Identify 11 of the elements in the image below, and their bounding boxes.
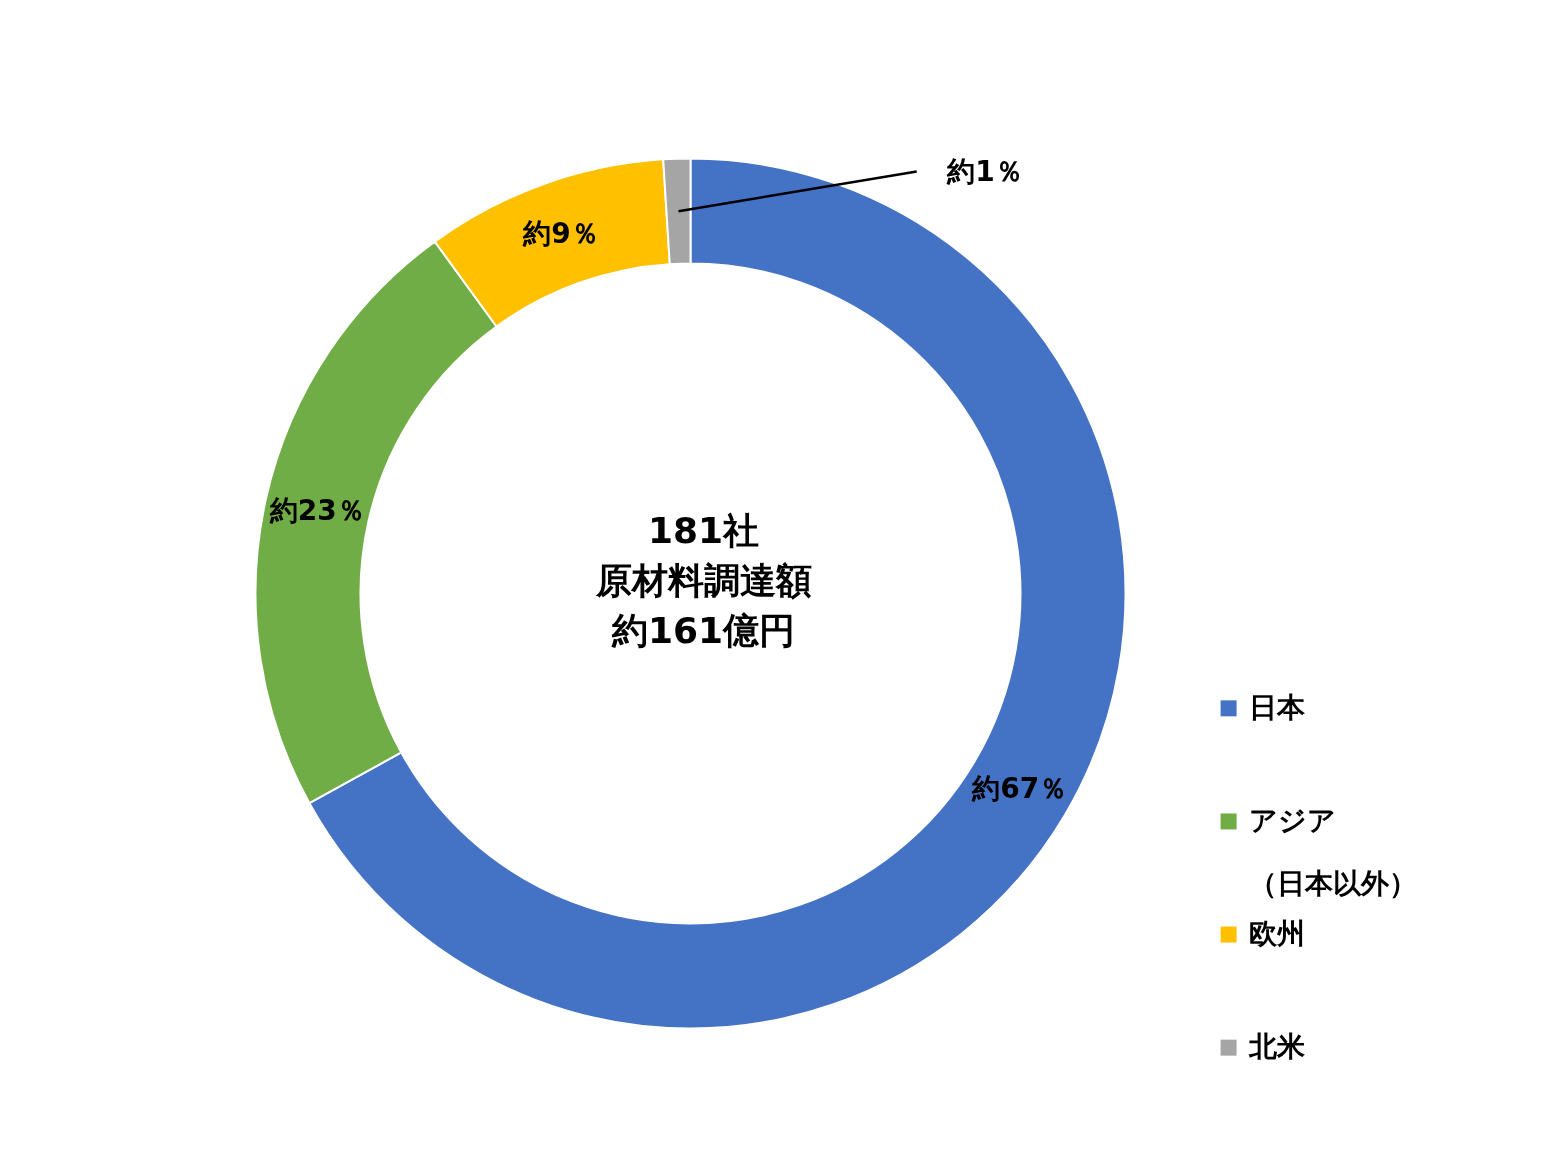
text: 181社 [647,509,760,551]
text: 原材料調達額 [594,559,812,601]
legend-label: 日本 [1248,690,1306,724]
legend-label: アジア（日本以外） [1248,804,1417,900]
data-label: 約23％ [268,493,365,527]
data-label: 約1％ [946,155,1023,189]
text: 約161億円 [610,609,796,651]
legend-label: 北米 [1247,1030,1305,1064]
data-label: 約67％ [971,771,1068,805]
legend-label: 欧州 [1248,917,1305,951]
data-label: 約9％ [522,217,599,251]
